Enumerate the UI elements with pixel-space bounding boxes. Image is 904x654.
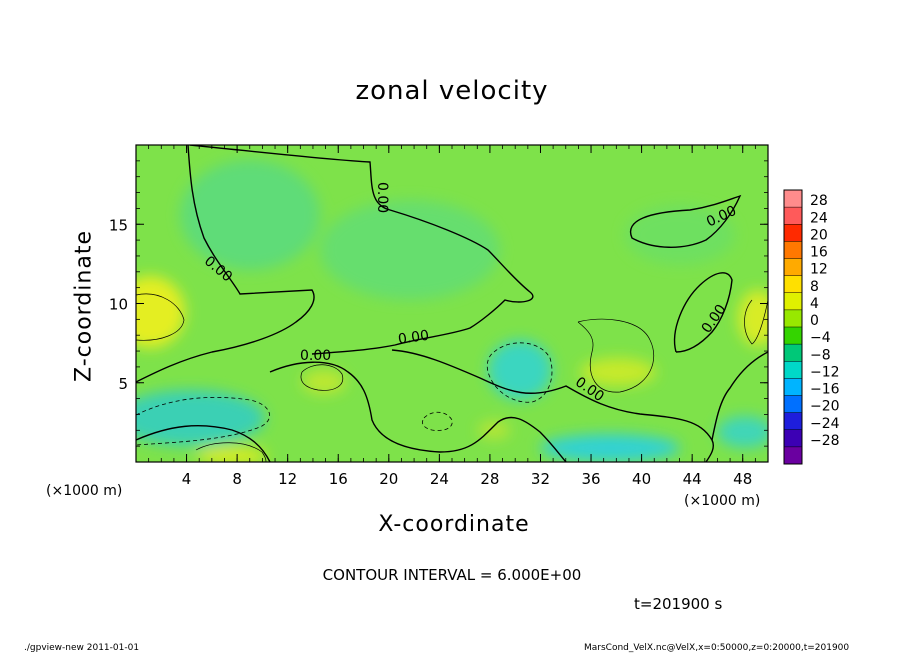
colorbar-swatch: [784, 241, 802, 259]
patch-warm-a: [302, 370, 346, 394]
colorbar-tick-label: 28: [810, 193, 828, 209]
contour-interval-note: CONTOUR INTERVAL = 6.000E+00: [322, 566, 582, 584]
contour-label: 0.00: [374, 182, 390, 213]
x-tick-label: 48: [733, 470, 752, 488]
x-tick-label: 36: [581, 470, 600, 488]
y-axis-label: Z-coordinate: [71, 230, 97, 382]
colorbar-swatch: [784, 309, 802, 328]
x-tick-label: 44: [683, 470, 702, 488]
patch-right-warm: [738, 290, 768, 346]
x-axis-label: X-coordinate: [378, 512, 530, 537]
patch-cool-bottom-right: [717, 416, 768, 448]
patch-cool-center: [488, 340, 552, 400]
colorbar-swatch: [784, 429, 802, 448]
colorbar-tick-label: −4: [810, 330, 831, 346]
pos-contour-bottom: [195, 442, 267, 462]
colorbar-swatch: [784, 275, 802, 294]
colorbar-swatch: [784, 446, 802, 465]
colorbar-tick-label: 12: [810, 262, 828, 278]
colorbar-tick-label: 4: [810, 296, 819, 312]
colorbar-swatch: [784, 361, 802, 379]
y-tick-label: 15: [109, 216, 128, 234]
colorbar-swatch: [784, 412, 802, 431]
pos-contour-right: [744, 299, 768, 345]
colorbar-swatch: [784, 224, 802, 242]
x-tick-label: 4: [182, 470, 192, 488]
x-unit-right: (×1000 m): [684, 493, 761, 509]
colorbar-tick-label: 16: [810, 245, 828, 261]
y-tick-label: 10: [109, 296, 128, 314]
zero-contour-right-loop: [629, 194, 742, 248]
footer-left: ./gpview-new 2011-01-01: [24, 643, 140, 653]
pos-contour-warm-b: [577, 318, 655, 393]
patch-upper-right: [625, 205, 735, 265]
colorbar-tick-label: 8: [810, 279, 819, 295]
zero-contour-mid: [189, 145, 534, 355]
zero-contour-right-drop: [711, 351, 768, 441]
pos-contour-warm-a: [300, 364, 344, 391]
zero-contour-right-inner: [674, 272, 733, 353]
time-stamp: t=201900 s: [634, 595, 723, 613]
colorbar-swatch: [784, 344, 802, 362]
colorbar-swatch: [784, 378, 802, 396]
colorbar-swatch: [784, 292, 802, 311]
colorbar-tick-label: −16: [810, 382, 840, 398]
zero-contour-lower: [136, 424, 271, 462]
colorbar-swatch: [784, 327, 802, 345]
contour-thin: [136, 293, 768, 462]
contour-dashed: [136, 342, 553, 446]
patch-warm-b: [580, 358, 656, 386]
patch-mid-cool: [320, 200, 500, 300]
chart-title: zonal velocity: [355, 76, 549, 106]
zero-contour-upper: [136, 145, 315, 383]
contour-label: 0.00: [397, 328, 430, 348]
x-unit-left: (×1000 m): [46, 483, 123, 499]
zero-contour-band: [269, 361, 567, 462]
x-tick-label: 28: [480, 470, 499, 488]
colorbar-swatch: [784, 207, 802, 225]
neg-contour-a: [136, 396, 271, 446]
colorbar-swatch: [784, 190, 802, 208]
footer-right: MarsCond_VelX.nc@VelX,x=0:50000,z=0:2000…: [584, 643, 850, 653]
neg-contour-c: [422, 411, 453, 431]
colorbar-tick-label: 0: [810, 313, 819, 329]
colorbar-tick-label: −20: [810, 399, 840, 415]
x-tick-label: 16: [329, 470, 348, 488]
colorbar-tick-label: −28: [810, 433, 840, 449]
colorbar-tick-label: 24: [810, 210, 828, 226]
pos-contour-left: [136, 293, 185, 341]
plot-area: 0.00 0.00 0.00 0.00 0.00 0.00 0.00: [136, 145, 768, 462]
colorbar-swatch: [784, 395, 802, 413]
zero-contour-diagonal: [391, 349, 715, 462]
contour-label: 0.00: [300, 348, 331, 364]
patch-cool-bottom-left: [136, 390, 265, 446]
x-tick-label: 40: [632, 470, 651, 488]
x-tick-label: 32: [531, 470, 550, 488]
x-tick-label: 8: [232, 470, 242, 488]
colorbar-tick-label: −8: [810, 347, 831, 363]
patch-cool-bottom-center: [540, 434, 680, 462]
contour-lines: [136, 145, 768, 462]
colorbar-swatch: [784, 258, 802, 276]
x-tick-label: 24: [430, 470, 449, 488]
x-tick-label: 20: [379, 470, 398, 488]
patch-upper-left-cool: [180, 160, 320, 270]
colorbar-tick-label: 20: [810, 227, 828, 243]
x-tick-label: 12: [278, 470, 297, 488]
y-tick-label: 5: [118, 375, 128, 393]
colorbar-tick-label: −12: [810, 364, 840, 380]
colorbar-tick-label: −24: [810, 416, 840, 432]
